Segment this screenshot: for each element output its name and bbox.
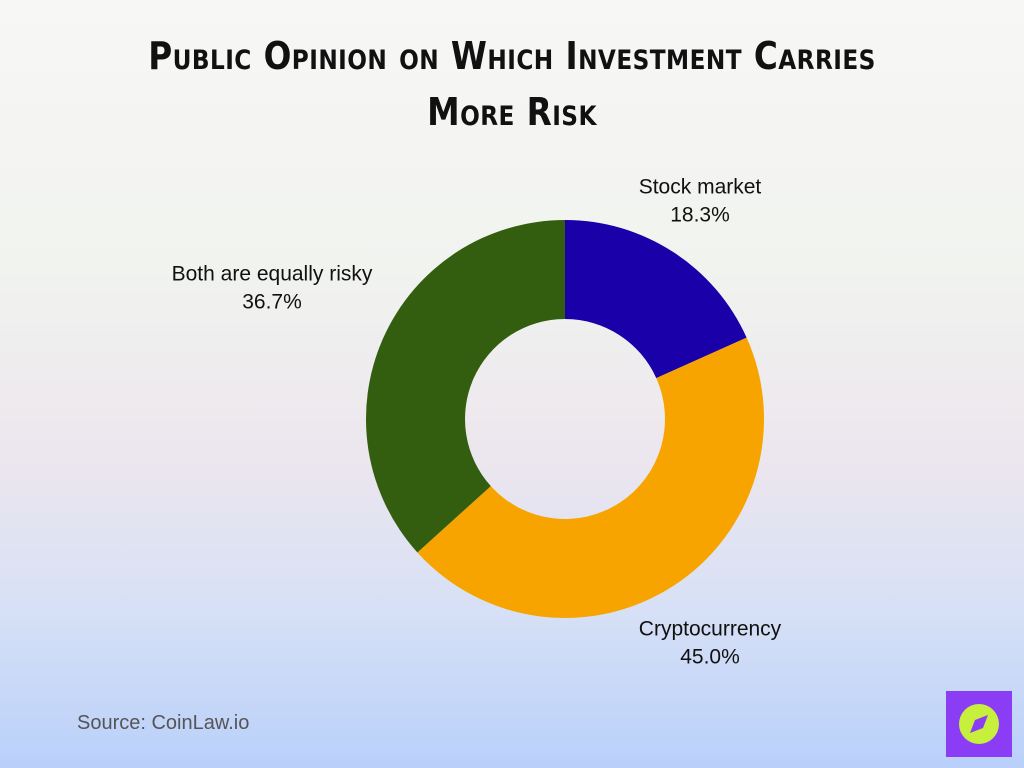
- donut-slice: [366, 220, 565, 553]
- slice-label: Stock market: [639, 176, 762, 199]
- value-label: 36.7%: [242, 291, 302, 314]
- value-label: 45.0%: [680, 646, 740, 669]
- slice-label: Both are equally risky: [172, 263, 373, 286]
- slice-label: Cryptocurrency: [639, 618, 782, 641]
- donut-slice: [565, 220, 747, 379]
- donut-slice: [417, 337, 764, 618]
- logo-needle: [970, 715, 988, 733]
- logo: [946, 691, 1012, 757]
- source: Source: CoinLaw.io: [77, 712, 250, 734]
- chart-title: Public Opinion on Which Investment Carri…: [148, 34, 876, 134]
- value-label: 18.3%: [670, 204, 730, 227]
